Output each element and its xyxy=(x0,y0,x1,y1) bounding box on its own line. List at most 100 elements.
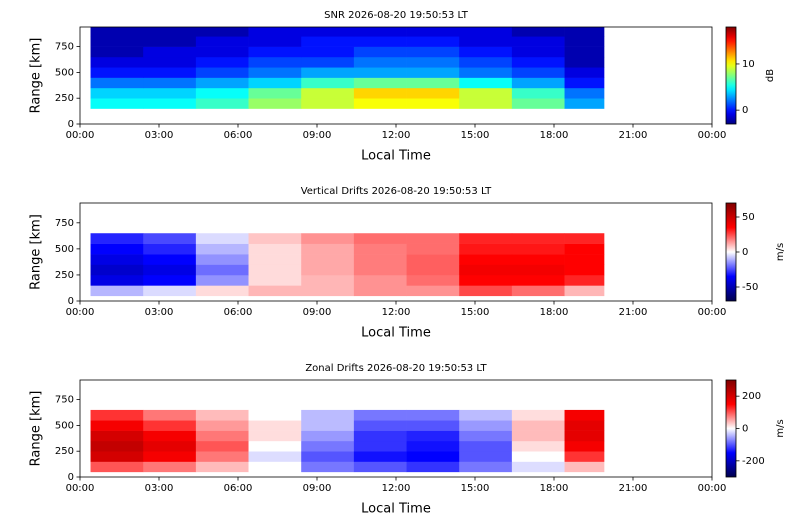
y-tick-label: 500 xyxy=(55,67,74,78)
heatmap-cell xyxy=(459,46,513,58)
heatmap-cell xyxy=(353,254,407,265)
heatmap-cell xyxy=(459,264,513,276)
heatmap-cell xyxy=(301,98,355,109)
colorbar-tick-label: 0 xyxy=(742,247,748,258)
heatmap-cell xyxy=(564,67,605,78)
y-tick-label: 250 xyxy=(55,270,74,281)
y-tick-label: 250 xyxy=(55,446,74,457)
colorbar-tick-label: 200 xyxy=(742,391,761,402)
y-axis-label: Range [km] xyxy=(29,214,44,290)
heatmap-cell xyxy=(248,87,302,99)
heatmap-cell xyxy=(301,56,355,68)
heatmap-cell xyxy=(564,77,605,89)
heatmap-cell xyxy=(406,56,460,68)
heatmap-cell xyxy=(143,274,197,286)
heatmap-cell xyxy=(353,87,407,99)
x-tick-label: 00:00 xyxy=(66,483,95,494)
x-tick-label: 21:00 xyxy=(619,130,648,141)
heatmap-cell xyxy=(90,46,144,58)
heatmap-cell xyxy=(459,285,513,297)
heatmap-cell xyxy=(564,56,605,68)
y-tick-label: 0 xyxy=(68,472,74,483)
colorbar-tick-label: 50 xyxy=(742,212,755,223)
heatmap-cell xyxy=(511,440,565,452)
heatmap-cell xyxy=(248,409,302,421)
heatmap-cell xyxy=(195,243,249,255)
heatmap-cell xyxy=(143,67,197,78)
x-tick-label: 21:00 xyxy=(619,307,648,318)
y-tick-label: 750 xyxy=(55,42,74,53)
heatmap-cell xyxy=(90,27,144,37)
heatmap-cell xyxy=(248,98,302,109)
heatmap-cell xyxy=(143,56,197,68)
heatmap-cell xyxy=(90,36,144,47)
heatmap-cell xyxy=(90,409,144,421)
heatmap-cell xyxy=(195,254,249,265)
colorbar-label: m/s xyxy=(775,243,786,261)
heatmap-cell xyxy=(143,430,197,442)
colorbar-tick-label: -200 xyxy=(742,456,765,467)
y-tick-label: 500 xyxy=(55,420,74,431)
x-tick-label: 00:00 xyxy=(698,130,727,141)
heatmap-cell xyxy=(511,274,565,286)
x-tick-label: 15:00 xyxy=(461,307,490,318)
heatmap-cell xyxy=(195,233,249,244)
heatmap-cell xyxy=(406,254,460,265)
heatmap-cell xyxy=(195,409,249,421)
heatmap-cell xyxy=(90,451,144,462)
heatmap-cell xyxy=(353,67,407,78)
x-tick-label: 12:00 xyxy=(382,483,411,494)
colorbar-tick-label: 10 xyxy=(742,59,755,70)
heatmap-cell xyxy=(301,461,355,473)
x-tick-label: 00:00 xyxy=(698,483,727,494)
heatmap-cell xyxy=(301,36,355,47)
heatmap-cell xyxy=(195,87,249,99)
heatmap-cell xyxy=(459,451,513,462)
heatmap-cell xyxy=(143,440,197,452)
heatmap-cell xyxy=(301,243,355,255)
heatmap-cell xyxy=(459,440,513,452)
heatmap-cell xyxy=(564,430,605,442)
x-tick-label: 18:00 xyxy=(540,130,569,141)
x-tick-label: 09:00 xyxy=(303,307,332,318)
heatmap-cell xyxy=(301,264,355,276)
chart-title: Zonal Drifts 2026-08-20 19:50:53 LT xyxy=(305,363,487,374)
x-tick-label: 06:00 xyxy=(224,130,253,141)
heatmap-cell xyxy=(406,274,460,286)
heatmap-cell xyxy=(406,440,460,452)
heatmap-cell xyxy=(406,36,460,47)
heatmap-cell xyxy=(406,77,460,89)
heatmap-cell xyxy=(406,67,460,78)
chart-title: Vertical Drifts 2026-08-20 19:50:53 LT xyxy=(301,186,492,197)
heatmap-cell xyxy=(301,285,355,297)
heatmap-cell xyxy=(301,67,355,78)
heatmap-cell xyxy=(90,430,144,442)
heatmap-cell xyxy=(353,420,407,431)
heatmap-cell xyxy=(195,274,249,286)
heatmap-cell xyxy=(353,27,407,37)
heatmap-cell xyxy=(353,285,407,297)
heatmap-cell xyxy=(301,440,355,452)
heatmap-cell xyxy=(564,285,605,297)
x-tick-label: 18:00 xyxy=(540,307,569,318)
x-tick-label: 06:00 xyxy=(224,483,253,494)
heatmap-cells xyxy=(90,409,605,473)
heatmap-cell xyxy=(459,420,513,431)
heatmap-cell xyxy=(459,98,513,109)
heatmap-cell xyxy=(248,420,302,431)
heatmap-cell xyxy=(248,285,302,297)
heatmap-cell xyxy=(353,77,407,89)
x-tick-label: 06:00 xyxy=(224,307,253,318)
heatmap-cell xyxy=(511,36,565,47)
heatmap-cell xyxy=(248,430,302,442)
heatmap-cell xyxy=(195,451,249,462)
heatmap-cell xyxy=(195,77,249,89)
heatmap-cell xyxy=(143,233,197,244)
heatmap-cell xyxy=(459,77,513,89)
heatmap-cell xyxy=(353,451,407,462)
x-tick-label: 00:00 xyxy=(66,130,95,141)
heatmap-cell xyxy=(301,46,355,58)
x-tick-label: 12:00 xyxy=(382,130,411,141)
heatmap-cell xyxy=(143,254,197,265)
heatmap-cell xyxy=(90,67,144,78)
